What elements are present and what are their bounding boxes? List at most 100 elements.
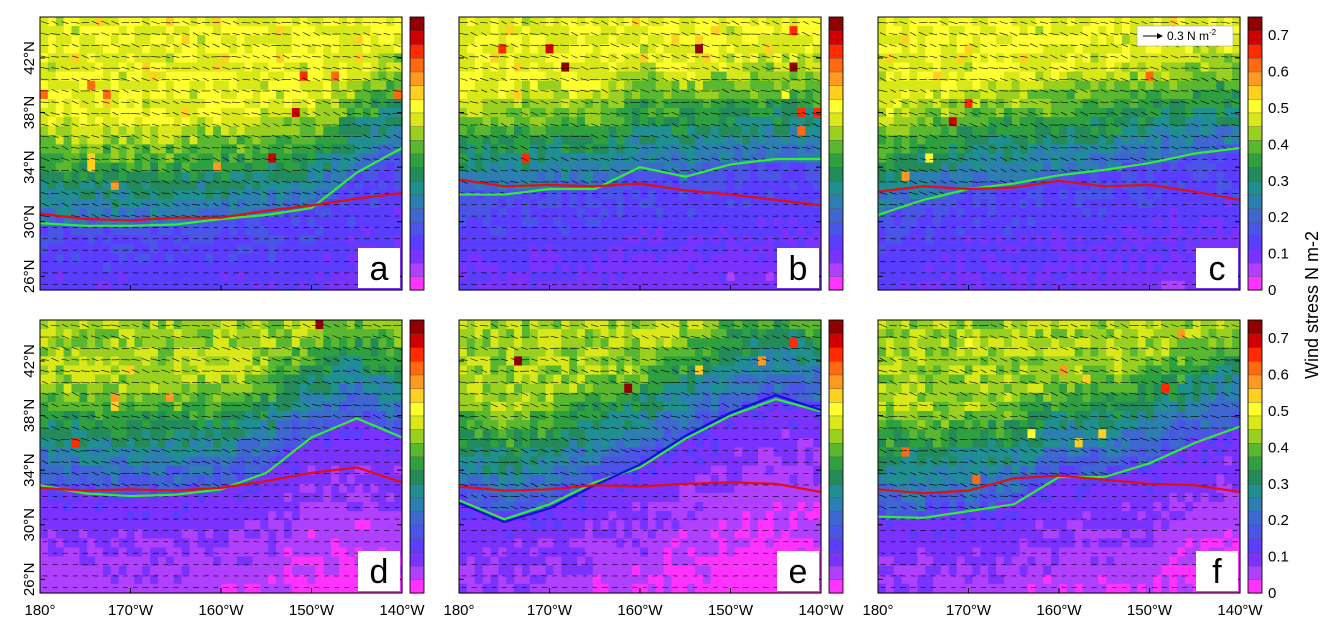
heatmap-cell [63,117,73,127]
wind-vector [460,67,468,70]
heatmap-cell [466,208,476,218]
heatmap-cell [600,17,610,27]
heatmap-cell [765,153,775,164]
heatmap-cell [87,235,96,246]
heatmap-cell [718,280,728,291]
wind-vector [711,65,720,71]
wind-vector [762,113,770,115]
heatmap-cell [244,199,254,209]
heatmap-cell [205,280,214,291]
heatmap-cell [608,226,617,236]
heatmap-cell [537,98,547,109]
wind-vector [252,180,260,184]
heatmap-cell [474,44,484,54]
heatmap-cell [537,108,547,118]
heatmap-cell [466,117,476,127]
wind-vector [262,158,271,161]
heatmap-cell [95,253,104,264]
heatmap-cell [268,171,277,182]
wind-vector [761,21,770,25]
heatmap-cell [624,117,633,127]
heatmap-cell [370,180,379,191]
heatmap-cell [514,17,523,27]
wind-vector [471,169,478,173]
heatmap-cell [726,226,736,236]
heatmap-cell [339,98,348,109]
heatmap-cell [466,262,476,273]
heatmap-cell [142,280,151,291]
wind-vector [459,169,469,172]
wind-vector [130,214,141,218]
heatmap-cell [110,53,120,64]
wind-vector [771,55,781,58]
wind-vector [373,55,381,58]
wind-vector [382,112,392,115]
heatmap-cell [378,180,387,191]
heatmap-cell [1177,44,1186,54]
heatmap-cell [734,226,743,236]
wind-vector [82,100,89,104]
heatmap-cell [71,199,80,209]
wind-vectors-b [459,20,821,285]
wind-vector [731,32,740,36]
wind-vector [700,79,711,81]
wind-vector [182,123,190,127]
heatmap-cell [102,62,112,73]
heatmap-cell [702,262,712,273]
heatmap-cell [362,144,372,155]
heatmap-cell [695,189,704,200]
wind-vector [460,112,468,115]
heatmap-cell [260,26,269,36]
heatmap-cell [702,253,712,264]
heatmap-cell [354,180,364,191]
wind-stress-field-a [40,17,403,291]
heatmap-cell [616,126,625,136]
heatmap-cell [213,262,222,273]
wind-vector [352,66,361,70]
heatmap-cell [521,117,531,127]
heatmap-cell [592,262,602,273]
heatmap-cell [584,126,594,136]
wind-vector [550,55,560,59]
heatmap-cell [1074,44,1084,54]
wind-vector [71,112,80,115]
wind-vector [560,147,569,149]
heatmap-cell [95,244,104,255]
heatmap-cell [1074,17,1084,27]
heatmap-cell [126,208,136,218]
heatmap-cell [640,17,649,27]
heatmap-cell [87,162,96,173]
heatmap-cell [789,89,798,100]
heatmap-cell [142,53,151,64]
heatmap-cell [299,235,309,246]
heatmap-cell [482,153,492,164]
heatmap-cell [1145,98,1155,109]
heatmap-cell [710,53,720,64]
heatmap-cell [205,153,214,164]
heatmap-cell [71,226,80,236]
wind-vector [690,21,700,24]
wind-vector [341,90,352,92]
heatmap-cell [1098,53,1107,64]
heatmap-cell [213,71,222,82]
wind-vector [509,101,519,103]
wind-vector [480,89,488,93]
heatmap-cell [315,135,324,145]
wind-vector [41,123,49,127]
wind-vector [711,44,720,47]
heatmap-cell [331,153,340,164]
wind-vector [499,56,509,58]
heatmap-cell [276,126,285,136]
heatmap-cell [150,262,159,273]
wind-vector [751,44,760,47]
heatmap-cell [624,226,633,236]
heatmap-cell [189,53,198,64]
heatmap-cell [268,226,277,236]
wind-vector [589,90,600,92]
heatmap-cell [734,244,743,255]
heatmap-cell [221,262,230,273]
heatmap-cell [346,135,356,145]
heatmap-cell [695,217,704,227]
heatmap-cell [1177,89,1186,100]
heatmap-cell [718,17,728,27]
